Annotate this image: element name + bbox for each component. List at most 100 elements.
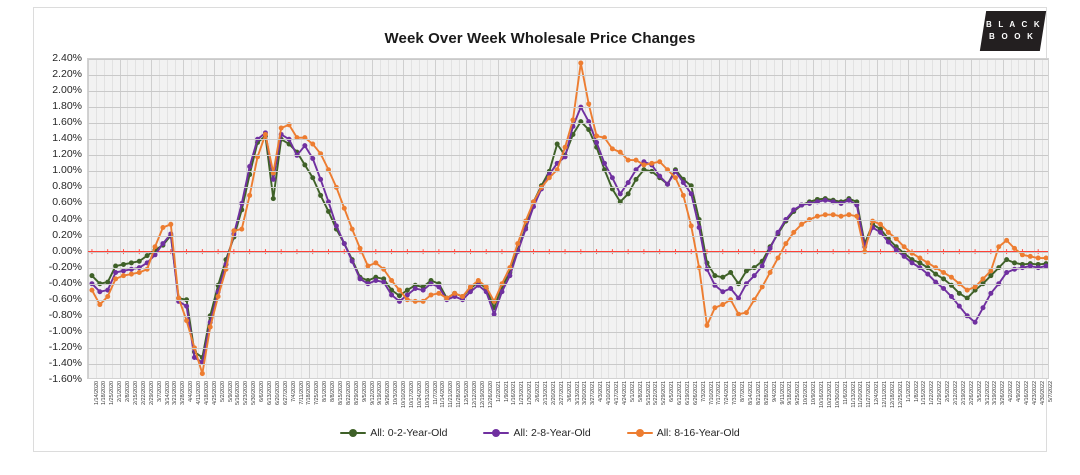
series-data-point	[814, 213, 820, 219]
vertical-gridline	[1018, 59, 1019, 378]
horizontal-gridline	[88, 171, 1048, 173]
vertical-gridline	[88, 59, 89, 378]
series-data-point	[412, 286, 418, 292]
x-axis-tick-label: 2/26/2022	[968, 381, 975, 405]
vertical-gridline	[443, 59, 444, 378]
series-data-point	[373, 277, 379, 283]
vertical-gridline	[679, 59, 680, 378]
series-data-point	[113, 269, 119, 275]
series-data-point	[688, 183, 694, 189]
x-axis-tick-label: 1/14/2020	[93, 381, 100, 405]
vertical-gridline	[742, 59, 743, 378]
x-axis-tick-label: 12/5/2020	[464, 381, 471, 405]
series-data-point	[609, 175, 615, 181]
vertical-gridline	[261, 59, 262, 378]
x-axis-tick-label: 10/2/2021	[803, 381, 810, 405]
vertical-gridline	[766, 59, 767, 378]
series-data-point	[988, 273, 994, 279]
vertical-gridline	[285, 59, 286, 378]
vertical-gridline	[963, 59, 964, 378]
x-axis-tick-label: 5/16/2020	[235, 381, 242, 405]
series-data-point	[893, 247, 899, 253]
series-data-point	[712, 305, 718, 311]
y-axis-tick-label: 1.80%	[52, 100, 82, 113]
series-data-point	[925, 271, 931, 277]
vertical-gridline	[892, 59, 893, 378]
series-data-point	[467, 289, 473, 295]
horizontal-gridline	[88, 59, 1048, 60]
series-data-point	[349, 226, 355, 232]
vertical-gridline	[143, 59, 144, 378]
series-data-point	[893, 236, 899, 242]
x-axis-tick-label: 6/12/2021	[677, 381, 684, 405]
legend-item[interactable]: All: 2-8-Year-Old	[483, 427, 591, 439]
series-data-point	[341, 205, 347, 211]
x-axis-tick-label: 7/10/2021	[708, 381, 715, 405]
legend-item-label: All: 0-2-Year-Old	[370, 427, 448, 439]
x-axis-tick-label: 2/1/2020	[117, 381, 124, 402]
series-data-point	[467, 284, 473, 290]
y-axis: 2.40% 2.20% 2.00% 1.80% 1.60% 1.40% 1.20% 1.00%…	[26, 52, 82, 385]
series-data-point	[97, 302, 103, 308]
x-axis-tick-label: 10/24/2020	[416, 381, 423, 408]
plot-area	[87, 58, 1049, 379]
x-axis-tick-label: 4/11/2020	[196, 381, 203, 405]
series-data-point	[404, 287, 410, 293]
series-data-point	[491, 311, 497, 317]
legend-item[interactable]: All: 0-2-Year-Old	[340, 427, 447, 439]
series-data-point	[270, 176, 276, 182]
horizontal-gridline	[88, 267, 1048, 269]
vertical-gridline	[403, 59, 404, 378]
series-data-point	[838, 213, 844, 219]
series-data-point	[925, 260, 931, 266]
x-axis-tick-label: 8/14/2021	[748, 381, 755, 405]
y-axis-tick-label: -1.60%	[48, 373, 82, 385]
horizontal-gridline	[88, 347, 1048, 349]
vertical-gridline	[577, 59, 578, 378]
x-axis-tick-label: 11/20/2021	[858, 381, 865, 408]
series-data-point	[239, 226, 245, 232]
series-line	[90, 120, 1048, 359]
vertical-gridline	[364, 59, 365, 378]
vertical-gridline	[908, 59, 909, 378]
x-axis-tick-label: 3/21/2020	[172, 381, 179, 405]
series-data-point	[318, 151, 324, 157]
horizontal-gridline	[88, 139, 1048, 141]
series-data-point	[310, 175, 316, 181]
vertical-gridline	[459, 59, 460, 378]
x-axis-tick-label: 2/12/2022	[953, 381, 960, 405]
series-data-point	[609, 146, 615, 152]
x-axis-tick-label: 5/23/2020	[243, 381, 250, 405]
vertical-gridline	[601, 59, 602, 378]
vertical-gridline	[474, 59, 475, 378]
series-data-point	[420, 287, 426, 293]
series-data-point	[601, 167, 607, 173]
vertical-gridline	[514, 59, 515, 378]
horizontal-gridline	[88, 219, 1048, 221]
y-axis-tick-label: 2.00%	[52, 84, 82, 97]
series-data-point	[128, 260, 134, 266]
vertical-gridline	[490, 59, 491, 378]
series-data-point	[720, 302, 726, 308]
x-axis-tick-label: 12/18/2021	[889, 381, 896, 408]
series-data-point	[128, 271, 134, 277]
series-data-point	[948, 274, 954, 280]
horizontal-gridline	[88, 75, 1048, 77]
horizontal-gridline	[88, 91, 1048, 93]
x-axis-tick-label: 5/15/2021	[645, 381, 652, 405]
series-data-point	[956, 303, 962, 309]
x-axis-tick-label: 1/30/2021	[527, 381, 534, 405]
vertical-gridline	[277, 59, 278, 378]
x-axis-tick-label: 8/15/2020	[337, 381, 344, 405]
series-data-point	[578, 119, 584, 125]
series-data-point	[160, 241, 166, 247]
vertical-gridline	[325, 59, 326, 378]
series-data-point	[846, 212, 852, 218]
series-data-point	[767, 245, 773, 251]
x-axis-tick-label: 4/17/2021	[613, 381, 620, 405]
x-axis-tick-label: 5/1/2021	[629, 381, 636, 402]
series-data-point	[917, 255, 923, 261]
series-data-point	[381, 279, 387, 285]
x-axis-tick-label: 2/8/2020	[125, 381, 132, 402]
legend-item[interactable]: All: 8-16-Year-Old	[626, 427, 740, 439]
